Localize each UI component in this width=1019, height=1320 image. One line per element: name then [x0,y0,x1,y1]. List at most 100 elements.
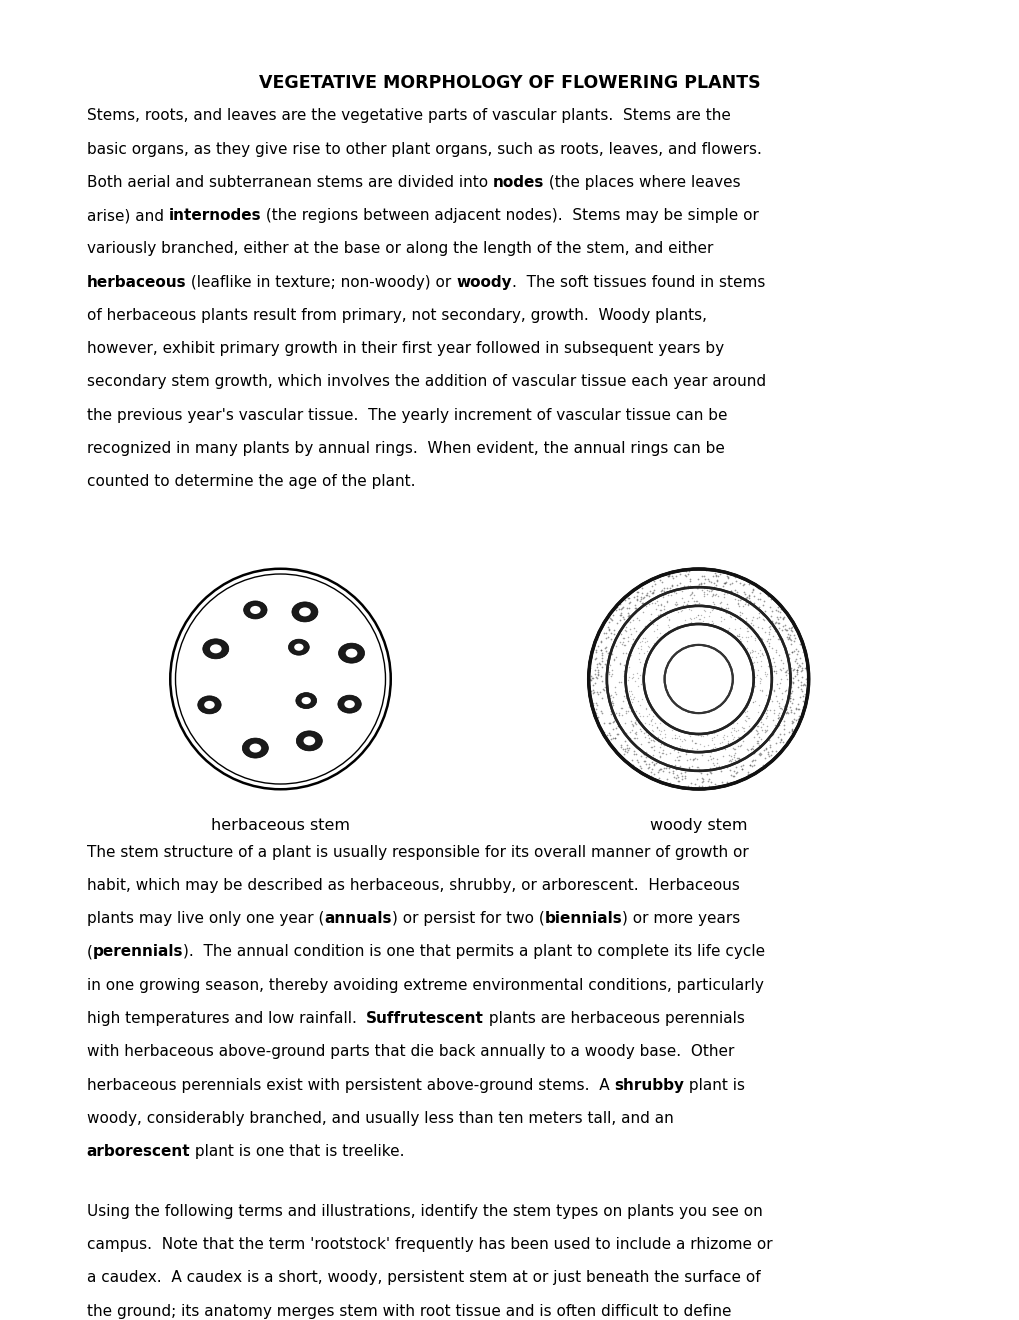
Point [660,762,677,783]
Point [785,668,801,689]
Ellipse shape [664,645,732,713]
Point [614,690,631,711]
Point [713,636,730,657]
Point [650,719,666,741]
Point [621,598,637,619]
Point [777,661,794,682]
Point [655,647,672,668]
Point [769,708,786,729]
Point [784,711,800,733]
Point [738,620,754,642]
Point [587,693,603,714]
Point [716,582,733,603]
Point [653,698,669,719]
Point [648,659,664,680]
Point [794,642,810,663]
Point [705,702,721,723]
Point [757,697,773,718]
Point [785,624,801,645]
Point [756,694,772,715]
Point [729,626,745,647]
Text: nodes: nodes [492,174,543,190]
Point [677,743,693,764]
Point [718,619,735,640]
Point [790,655,806,676]
Point [614,609,631,630]
Point [634,762,650,783]
Text: in one growing season, thereby avoiding extreme environmental conditions, partic: in one growing season, thereby avoiding … [87,978,763,993]
Point [656,723,673,744]
Point [584,680,600,701]
Text: arise) and: arise) and [87,209,168,223]
Point [789,659,805,680]
Point [616,701,633,722]
Point [643,649,659,671]
Point [720,582,737,603]
Point [625,664,641,685]
Point [665,739,682,760]
Point [763,626,780,647]
Point [687,774,703,795]
Point [600,664,616,685]
Point [713,731,730,752]
Point [721,750,738,771]
Point [642,700,658,721]
Point [631,631,647,652]
Point [732,610,748,631]
Point [774,731,791,752]
Point [593,649,609,671]
Point [757,702,773,723]
Point [730,593,746,614]
Point [756,722,772,743]
Ellipse shape [302,697,311,704]
Point [796,657,812,678]
Point [783,722,799,743]
Point [749,731,765,752]
Point [691,734,707,755]
Point [777,730,794,751]
Point [630,582,646,603]
Point [639,669,655,690]
Point [632,638,648,659]
Point [740,693,756,714]
Point [610,704,627,725]
Point [616,681,633,702]
Point [603,664,620,685]
Point [666,727,683,748]
Point [766,655,783,676]
Point [743,582,759,603]
Point [597,636,613,657]
Point [667,582,684,603]
Point [680,756,696,777]
Point [631,760,647,781]
Point [746,667,762,688]
Point [683,730,699,751]
Point [613,705,630,726]
Point [609,742,626,763]
Point [669,746,686,767]
Point [719,597,736,618]
Point [704,591,720,612]
Point [788,710,804,731]
Point [641,581,657,602]
Point [626,598,642,619]
Point [795,636,811,657]
Point [651,737,667,758]
Point [791,706,807,727]
Point [788,698,804,719]
Point [606,681,623,702]
Point [718,733,735,754]
Point [605,648,622,669]
Point [714,631,731,652]
Point [743,574,759,595]
Point [732,755,748,776]
Point [593,688,609,709]
Point [636,642,652,663]
Point [770,706,787,727]
Point [602,685,619,706]
Point [783,693,799,714]
Point [630,709,646,730]
Text: plants may live only one year (: plants may live only one year ( [87,911,324,927]
Point [661,742,678,763]
Point [750,628,766,649]
